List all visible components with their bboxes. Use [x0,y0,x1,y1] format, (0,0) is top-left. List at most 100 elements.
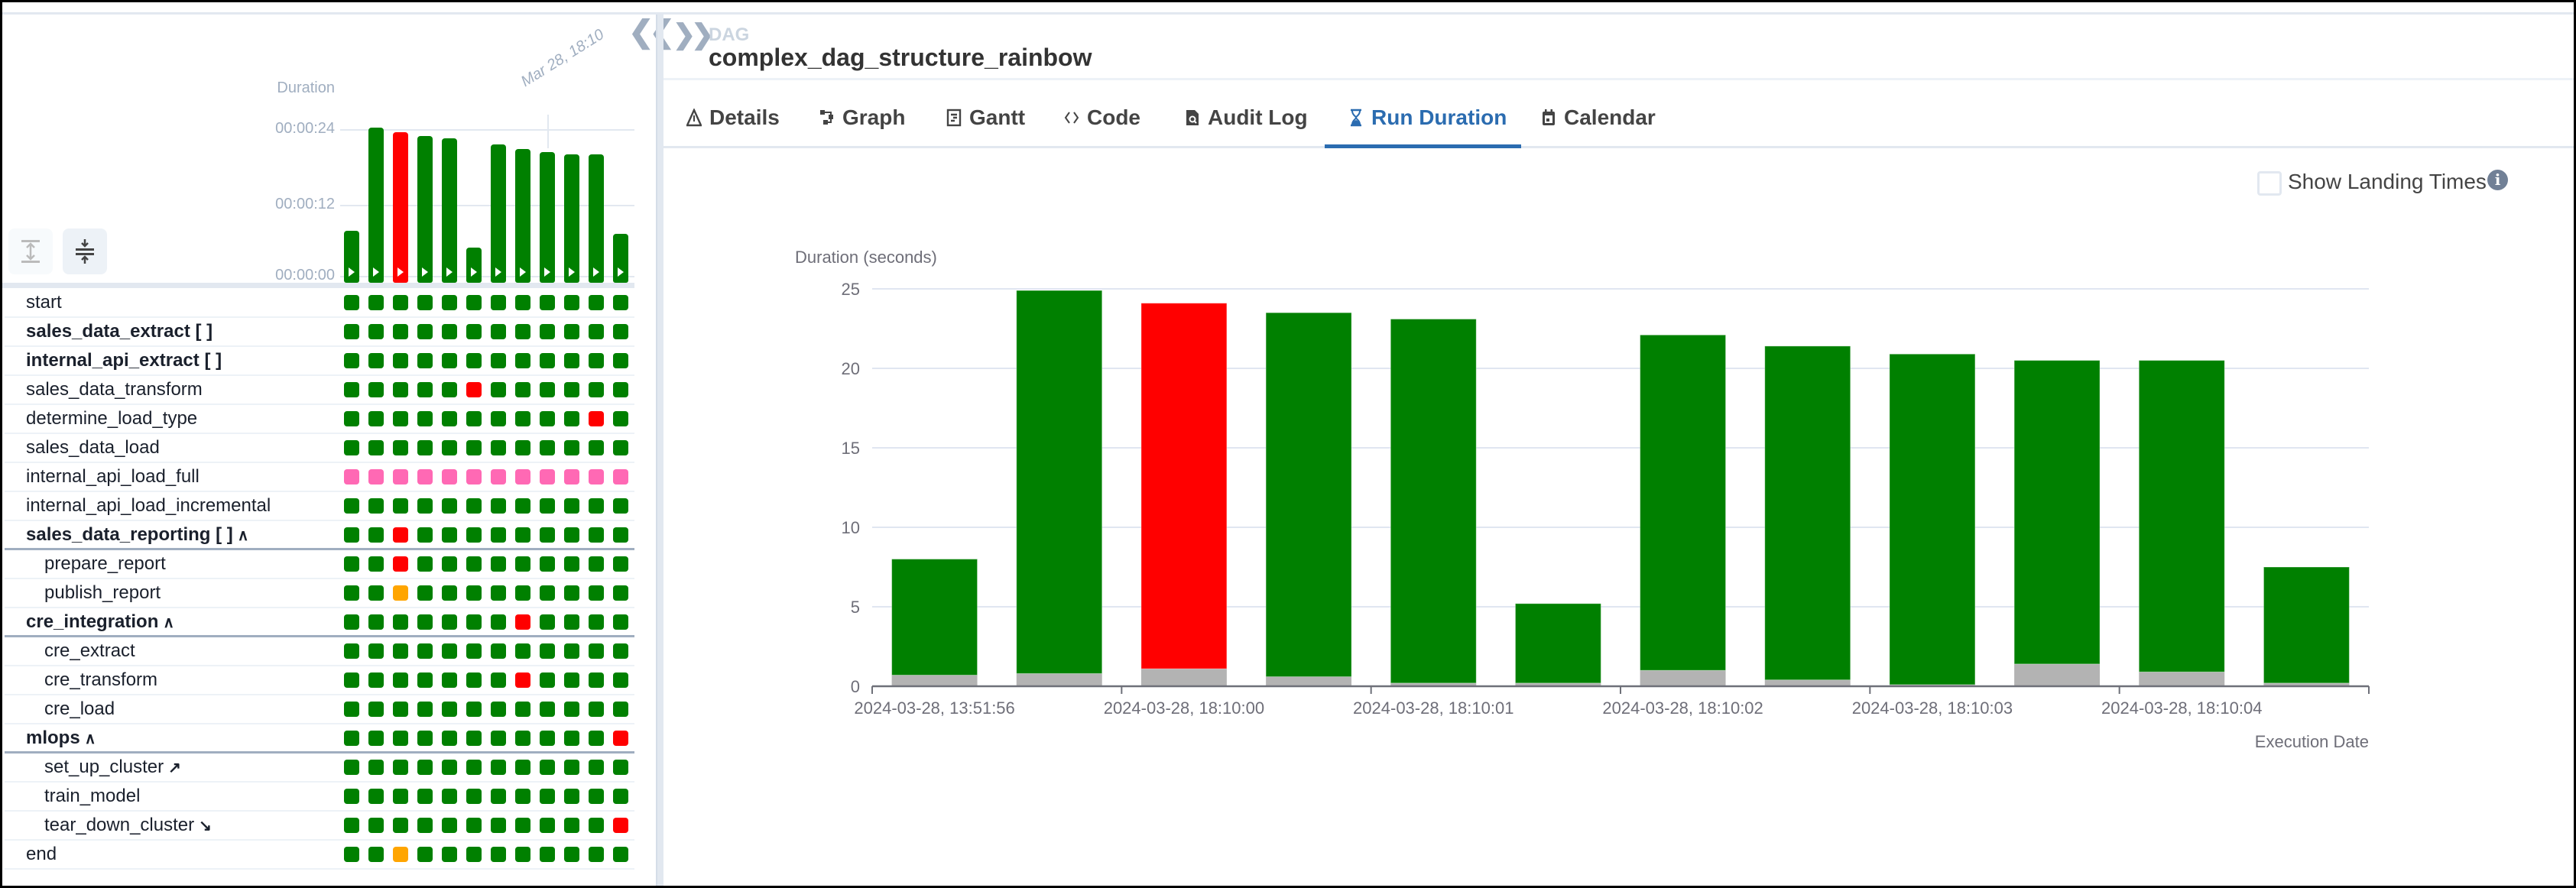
task-instance-skipped[interactable] [442,469,457,485]
task-instance-success[interactable] [442,702,457,717]
task-instance-success[interactable] [442,731,457,746]
task-instance-success[interactable] [515,295,530,310]
task-instance-failed[interactable] [589,411,604,426]
task-instance-success[interactable] [393,643,408,659]
task-instance-success[interactable] [515,411,530,426]
mini-run-bar[interactable] [344,231,359,283]
task-instance-success[interactable] [613,324,628,339]
task-instance-success[interactable] [466,498,482,514]
task-instance-success[interactable] [613,789,628,804]
task-instance-skipped[interactable] [540,469,555,485]
task-instance-skipped[interactable] [344,469,359,485]
task-instance-success[interactable] [515,556,530,572]
task-instance-success[interactable] [442,818,457,833]
collapse-grid-icon[interactable]: ❮❮ [628,15,675,49]
task-instance-success[interactable] [466,440,482,455]
task-instance-success[interactable] [368,760,384,775]
run-duration-bar[interactable] [1016,290,1103,674]
task-row[interactable]: sales_data_load [5,434,634,463]
task-row[interactable]: internal_api_load_full [5,463,634,492]
task-instance-success[interactable] [589,643,604,659]
task-instance-success[interactable] [417,295,433,310]
task-instance-success[interactable] [491,818,506,833]
task-instance-success[interactable] [491,760,506,775]
task-instance-success[interactable] [442,498,457,514]
task-instance-skipped[interactable] [393,469,408,485]
task-instance-success[interactable] [368,324,384,339]
task-instance-success[interactable] [442,556,457,572]
mini-run-bar[interactable] [515,148,530,283]
task-instance-success[interactable] [540,847,555,862]
task-instance-success[interactable] [540,382,555,397]
task-instance-success[interactable] [564,760,579,775]
task-instance-success[interactable] [368,789,384,804]
task-instance-success[interactable] [442,672,457,688]
task-instance-success[interactable] [564,672,579,688]
tab-run-duration[interactable]: Run Duration [1348,102,1507,133]
task-instance-upstream_failed[interactable] [393,585,408,601]
task-instance-success[interactable] [466,353,482,368]
task-instance-failed[interactable] [613,818,628,833]
task-instance-success[interactable] [613,702,628,717]
task-row[interactable]: internal_api_load_incremental [5,492,634,521]
task-instance-success[interactable] [417,556,433,572]
task-instance-failed[interactable] [515,672,530,688]
task-instance-success[interactable] [393,672,408,688]
task-instance-success[interactable] [613,847,628,862]
task-instance-success[interactable] [589,672,604,688]
task-instance-success[interactable] [417,672,433,688]
task-instance-success[interactable] [589,702,604,717]
mini-run-bar[interactable] [564,154,579,283]
task-instance-failed[interactable] [393,556,408,572]
task-instance-success[interactable] [393,614,408,630]
run-duration-bar[interactable] [2013,360,2101,665]
task-instance-success[interactable] [368,498,384,514]
task-instance-success[interactable] [515,760,530,775]
task-instance-success[interactable] [393,498,408,514]
task-instance-success[interactable] [344,643,359,659]
task-instance-success[interactable] [417,643,433,659]
task-instance-success[interactable] [564,556,579,572]
task-instance-success[interactable] [344,672,359,688]
run-duration-bar[interactable] [891,559,978,676]
task-instance-success[interactable] [368,411,384,426]
task-group-row[interactable]: cre_integration ∧ [5,608,634,637]
tab-audit-log[interactable]: Audit Log [1185,102,1308,133]
task-instance-success[interactable] [564,498,579,514]
task-instance-success[interactable] [515,498,530,514]
task-instance-success[interactable] [491,643,506,659]
task-instance-success[interactable] [613,672,628,688]
task-instance-success[interactable] [491,731,506,746]
task-instance-success[interactable] [466,556,482,572]
run-duration-bar[interactable] [1764,345,1851,681]
task-instance-success[interactable] [442,295,457,310]
task-instance-success[interactable] [368,847,384,862]
task-instance-success[interactable] [613,498,628,514]
task-instance-success[interactable] [344,760,359,775]
task-instance-success[interactable] [540,324,555,339]
task-instance-success[interactable] [515,353,530,368]
task-instance-success[interactable] [417,324,433,339]
task-instance-success[interactable] [613,643,628,659]
task-instance-success[interactable] [344,295,359,310]
expand-grid-icon[interactable]: ❯❯ [673,18,714,50]
task-instance-success[interactable] [466,527,482,543]
dag-title[interactable]: complex_dag_structure_rainbow [709,44,1092,71]
task-instance-success[interactable] [515,789,530,804]
task-group-row[interactable]: mlops ∧ [5,724,634,754]
task-instance-success[interactable] [417,382,433,397]
task-instance-success[interactable] [466,672,482,688]
task-instance-success[interactable] [417,702,433,717]
task-instance-success[interactable] [466,818,482,833]
task-instance-success[interactable] [368,556,384,572]
task-instance-success[interactable] [442,382,457,397]
task-instance-success[interactable] [564,818,579,833]
task-instance-success[interactable] [393,295,408,310]
mini-run-bar[interactable] [417,136,433,283]
task-instance-success[interactable] [589,760,604,775]
task-row[interactable]: cre_extract [5,637,634,666]
task-instance-skipped[interactable] [613,469,628,485]
task-group-row[interactable]: internal_api_extract [ ] [5,347,634,376]
task-instance-success[interactable] [368,702,384,717]
task-instance-success[interactable] [540,440,555,455]
